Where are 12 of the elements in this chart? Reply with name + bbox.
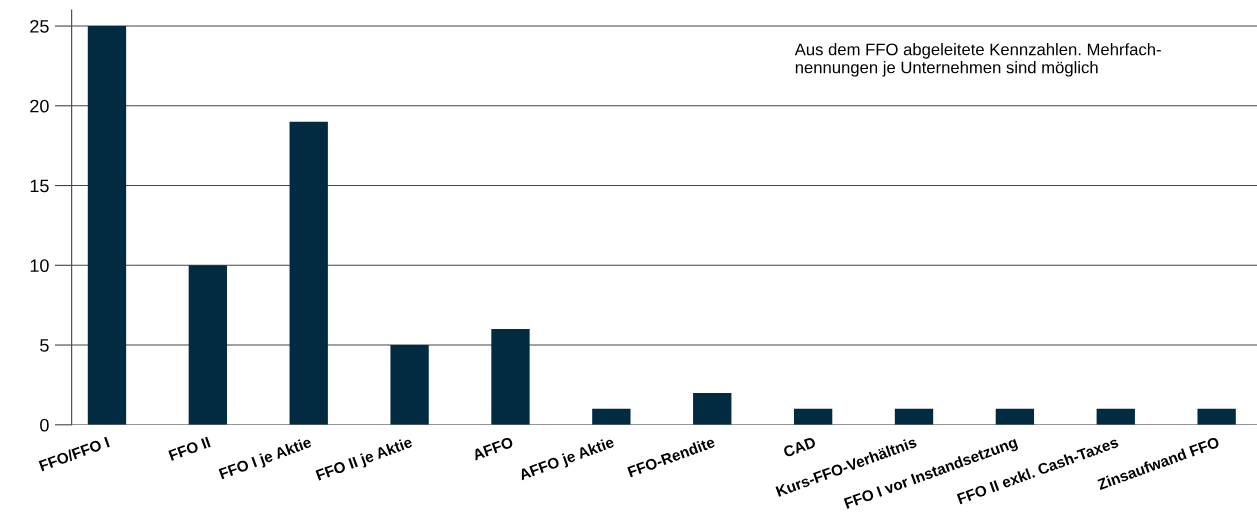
y-tick-label: 15	[30, 179, 49, 193]
x-tick-label: AFFO	[471, 436, 514, 461]
y-tick-label: 5	[40, 339, 49, 352]
x-tick-label: FFO II	[168, 436, 211, 461]
x-tick-label: FFO I je Aktie	[218, 436, 314, 483]
y-tick-label: 10	[30, 259, 49, 273]
y-tick-label: 25	[30, 19, 49, 33]
y-tick-label: 0	[40, 418, 49, 432]
y-tick-label: 20	[30, 99, 49, 113]
x-tick-label: FFO II je Aktie	[315, 436, 414, 484]
x-tick-label: AFFO je Aktie	[518, 436, 616, 484]
annotation: Aus dem FFO abgeleitete Kennzahlen. Mehrfach- nennungen je Unternehmen sind möglich	[794, 43, 1161, 77]
